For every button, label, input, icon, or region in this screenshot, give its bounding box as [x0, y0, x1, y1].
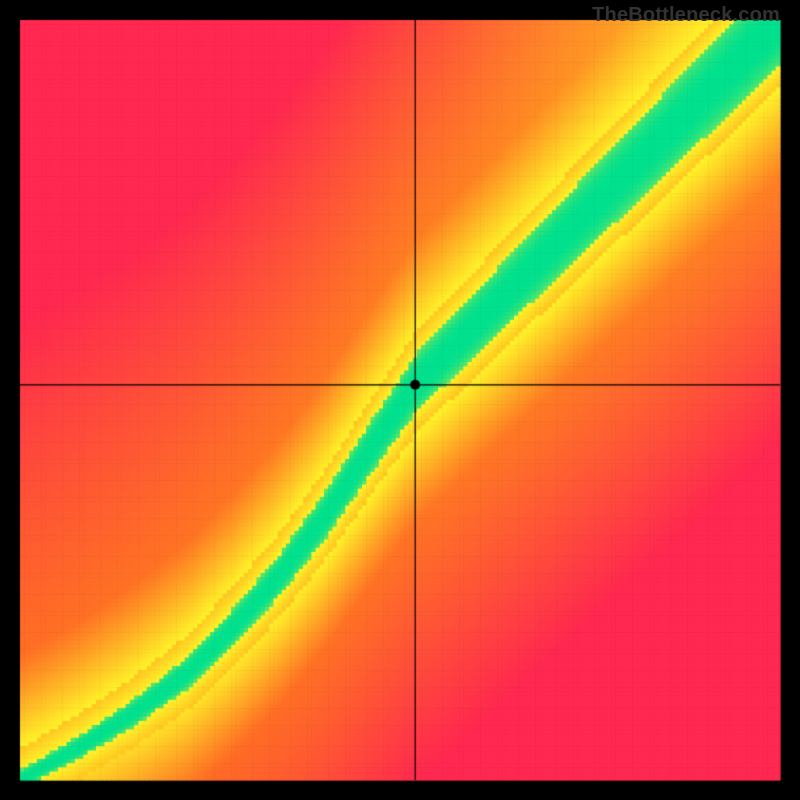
chart-container: TheBottleneck.com	[0, 0, 800, 800]
bottleneck-heatmap	[0, 0, 800, 800]
watermark-text: TheBottleneck.com	[592, 4, 780, 27]
